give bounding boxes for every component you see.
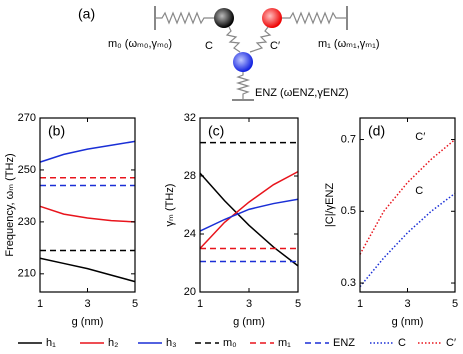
x-tick-label: 3 <box>84 298 90 310</box>
x-axis-title: g (nm) <box>72 316 104 328</box>
y-tick-label: 0.3 <box>341 277 356 289</box>
series-line <box>39 205 136 223</box>
spring <box>282 11 347 25</box>
legend-label: m₀ <box>223 337 237 349</box>
spring <box>225 26 241 53</box>
x-axis-title: g (nm) <box>233 316 265 328</box>
x-tick-label: 1 <box>357 298 363 310</box>
x-tick-label: 1 <box>37 298 43 310</box>
legend-label: C′ <box>446 337 456 349</box>
legend-label: h₃ <box>166 337 177 349</box>
axes-frame <box>199 117 299 293</box>
mass-m1 <box>262 8 282 28</box>
series-line <box>39 140 136 163</box>
axes-frame <box>359 117 456 293</box>
x-tick-label: 1 <box>197 298 203 310</box>
y-axis-title: Frequency, ωₘ (THz) <box>4 153 16 256</box>
y-tick-label: 210 <box>18 268 36 280</box>
spring <box>249 26 272 53</box>
legend-label: h₂ <box>108 337 118 349</box>
y-tick-label: 0.5 <box>341 205 356 217</box>
series-line <box>199 170 299 250</box>
x-tick-label: 5 <box>132 298 138 310</box>
y-tick-label: 28 <box>184 170 196 182</box>
legend-label: m₁ <box>278 337 291 349</box>
y-axis-title: γₘ (THz) <box>164 184 176 227</box>
y-tick-label: 270 <box>18 112 36 124</box>
series-line <box>359 192 456 288</box>
legend-label: h₁ <box>46 337 56 349</box>
spring <box>155 11 214 25</box>
x-tick-label: 3 <box>246 298 252 310</box>
panel-label: (d) <box>368 123 385 139</box>
mass-m0 <box>214 8 234 28</box>
spring <box>235 72 251 100</box>
series-line <box>39 257 136 283</box>
curve-label: C′ <box>415 131 425 143</box>
y-tick-label: 230 <box>18 216 36 228</box>
mode-label: ENZ (ωENZ,γENZ) <box>255 87 349 99</box>
x-tick-label: 5 <box>452 298 458 310</box>
y-axis-title: |C|/γENZ <box>324 183 336 227</box>
x-axis-title: g (nm) <box>392 316 424 328</box>
y-tick-label: 20 <box>184 286 196 298</box>
diagram <box>154 6 348 101</box>
y-tick-label: 24 <box>184 228 196 240</box>
x-tick-label: 5 <box>295 298 301 310</box>
y-tick-label: 250 <box>18 164 36 176</box>
panel-label: (b) <box>48 123 65 139</box>
mass-enz <box>233 52 253 72</box>
x-tick-label: 3 <box>404 298 410 310</box>
coupling-label: C <box>205 40 213 52</box>
coupling-label: C′ <box>270 40 280 52</box>
panel-label: (a) <box>78 6 95 22</box>
y-tick-label: 0.7 <box>341 133 356 145</box>
panel-label: (c) <box>208 123 224 139</box>
legend-label: C <box>398 337 406 349</box>
mode-label: m₁ (ωₘ₁,γₘ₁) <box>318 38 380 50</box>
y-tick-label: 32 <box>184 112 196 124</box>
series-line <box>359 138 456 255</box>
curve-label: C <box>415 185 423 197</box>
series-line <box>199 172 299 267</box>
legend-label: ENZ <box>333 337 355 349</box>
series-line <box>199 198 299 232</box>
mode-label: m₀ (ωₘ₀,γₘ₀) <box>108 38 172 50</box>
